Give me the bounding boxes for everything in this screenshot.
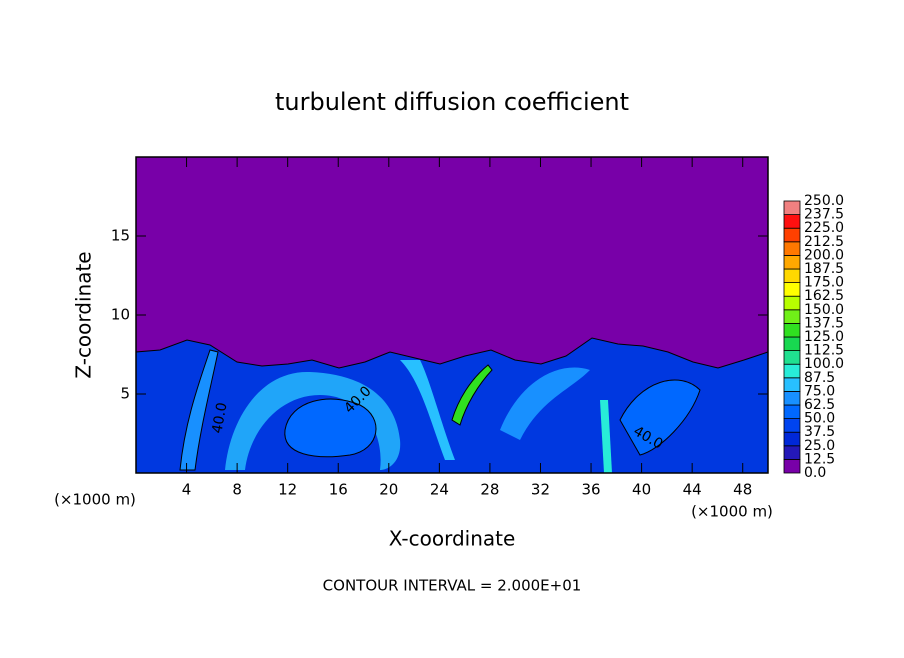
x-tick-label: 40 xyxy=(632,481,651,499)
colorbar-box xyxy=(783,377,801,392)
x-tick-label: 32 xyxy=(531,481,550,499)
colorbar-box xyxy=(783,309,801,324)
colorbar-label: 200.0 xyxy=(804,247,844,263)
colorbar-box xyxy=(783,295,801,311)
y-tick-label: 10 xyxy=(111,306,130,324)
colorbar-box xyxy=(783,214,801,229)
colorbar-box xyxy=(783,363,801,379)
x-tick-label: 4 xyxy=(182,481,192,499)
colorbar-box xyxy=(783,458,801,474)
y-tick-label: 5 xyxy=(120,385,130,403)
colorbar-label: 112.5 xyxy=(804,343,844,359)
colorbar-label: 237.5 xyxy=(804,207,844,223)
y-unit: (×1000 m) xyxy=(691,503,773,521)
x-tick-label: 24 xyxy=(430,481,449,499)
field-region xyxy=(284,398,377,458)
field-region xyxy=(400,360,455,460)
colorbar-box xyxy=(783,282,801,297)
colorbar-box xyxy=(783,200,801,216)
x-axis-label: X-coordinate xyxy=(389,527,516,551)
x-tick-label: 36 xyxy=(581,481,600,499)
footer-note: CONTOUR INTERVAL = 2.000E+01 xyxy=(323,577,582,595)
colorbar-label: 187.5 xyxy=(804,261,844,277)
colorbar-label: 225.0 xyxy=(804,220,844,236)
colorbar-label: 87.5 xyxy=(804,370,835,386)
field-region xyxy=(600,400,612,473)
colorbar-label: 0.0 xyxy=(804,465,826,481)
x-tick-label: 44 xyxy=(683,481,702,499)
colorbar-label: 250.0 xyxy=(804,193,844,209)
colorbar-label: 175.0 xyxy=(804,275,844,291)
x-tick-label: 8 xyxy=(232,481,242,499)
colorbar-box xyxy=(783,322,801,338)
colorbar-box xyxy=(783,227,801,243)
contour-label: 40.0 xyxy=(209,401,230,434)
x-tick-label: 28 xyxy=(480,481,499,499)
colorbar-box xyxy=(783,254,801,270)
x-tick-label: 16 xyxy=(329,481,348,499)
colorbar-box xyxy=(783,336,801,352)
colorbar-label: 25.0 xyxy=(804,438,835,454)
colorbar-box xyxy=(783,404,801,420)
colorbar-label: 150.0 xyxy=(804,302,844,318)
colorbar-label: 75.0 xyxy=(804,383,835,399)
colorbar-box xyxy=(783,241,801,256)
colorbar-box xyxy=(783,268,801,284)
colorbar-box xyxy=(783,418,801,433)
colorbar-label: 137.5 xyxy=(804,315,844,331)
field-region xyxy=(179,349,219,471)
y-tick-label: 15 xyxy=(111,227,130,245)
field-region xyxy=(225,371,401,470)
x-tick-label: 12 xyxy=(278,481,297,499)
colorbar-box xyxy=(783,350,801,365)
field xyxy=(135,337,769,474)
field-region xyxy=(451,364,493,426)
field-region xyxy=(619,379,701,456)
colorbar-label: 212.5 xyxy=(804,234,844,250)
colorbar-box xyxy=(783,390,801,406)
colorbar-label: 50.0 xyxy=(804,411,835,427)
x-unit: (×1000 m) xyxy=(54,491,136,509)
colorbar-box xyxy=(783,431,801,447)
x-tick-label: 20 xyxy=(379,481,398,499)
x-tick-label: 48 xyxy=(733,481,752,499)
colorbar-label: 12.5 xyxy=(804,451,835,467)
chart-title: turbulent diffusion coefficient xyxy=(275,88,629,116)
colorbar-label: 37.5 xyxy=(804,424,835,440)
colorbar-box xyxy=(783,445,801,460)
colorbar-label: 162.5 xyxy=(804,288,844,304)
colorbar-label: 125.0 xyxy=(804,329,844,345)
y-axis-label: Z-coordinate xyxy=(72,251,96,378)
colorbar-label: 62.5 xyxy=(804,397,835,413)
colorbar-label: 100.0 xyxy=(804,356,844,372)
field-region xyxy=(500,367,590,440)
